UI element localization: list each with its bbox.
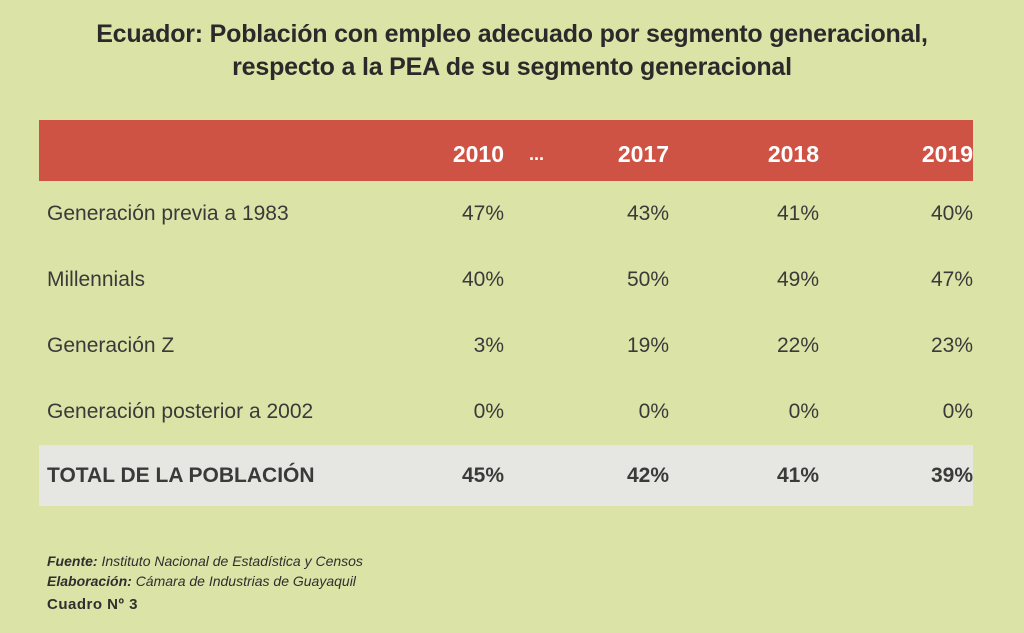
table-cell: [504, 313, 569, 379]
table-cell: 0%: [788, 400, 819, 423]
table-cell: 23%: [930, 334, 973, 357]
total-cell: 42%: [626, 463, 669, 487]
total-cell: 39%: [930, 463, 973, 487]
column-header: 2019: [921, 141, 973, 167]
header-label-cell: [39, 120, 374, 181]
table-cell: 0%: [638, 400, 669, 423]
row-label: Millennials: [47, 268, 146, 291]
column-header: 2010: [452, 141, 504, 167]
column-header: 2018: [767, 141, 819, 167]
row-label: Generación posterior a 2002: [47, 400, 314, 423]
table-cell: 0%: [942, 400, 973, 423]
table-cell: 0%: [473, 400, 504, 423]
table-row: Generación Z 3% 19% 22% 23%: [39, 313, 973, 379]
column-header-ellipsis: ...: [528, 144, 544, 164]
total-label: TOTAL DE LA POBLACIÓN: [47, 463, 315, 487]
title-line-1: Ecuador: Población con empleo adecuado p…: [96, 20, 928, 48]
header-row: 2010 ... 2017 2018 2019: [39, 120, 973, 181]
table-cell: [504, 181, 569, 247]
table-cell: 49%: [776, 268, 819, 291]
table-cell: 41%: [776, 202, 819, 225]
table-cell: [504, 247, 569, 313]
title-line-2: respecto a la PEA de su segmento generac…: [232, 53, 792, 81]
table-cell: 19%: [626, 334, 669, 357]
row-label: Generación previa a 1983: [47, 202, 289, 225]
table-cell: [504, 379, 569, 445]
total-row: TOTAL DE LA POBLACIÓN 45% 42% 41% 39%: [39, 445, 973, 506]
table-row: Generación previa a 1983 47% 43% 41% 40%: [39, 181, 973, 247]
table-row: Millennials 40% 50% 49% 47%: [39, 247, 973, 313]
chart-title: Ecuador: Población con empleo adecuado p…: [0, 18, 1024, 84]
source-footer: Fuente: Instituto Nacional de Estadístic…: [47, 551, 363, 615]
data-table: 2010 ... 2017 2018 2019 Generación previ…: [39, 120, 973, 506]
table-cell: 40%: [930, 202, 973, 225]
total-cell: 41%: [776, 463, 819, 487]
table-cell: 47%: [930, 268, 973, 291]
table-cell: 47%: [461, 202, 504, 225]
total-cell: [504, 445, 569, 506]
elaboration-text: Cámara de Industrias de Guayaquil: [135, 573, 356, 589]
table-cell: 40%: [461, 268, 504, 291]
total-cell: 45%: [461, 463, 504, 487]
elaboration-label: Elaboración:: [47, 573, 132, 589]
table-row: Generación posterior a 2002 0% 0% 0% 0%: [39, 379, 973, 445]
table-cell: 22%: [776, 334, 819, 357]
table-cell: 50%: [626, 268, 669, 291]
table-number: Cuadro Nº 3: [47, 596, 138, 613]
source-text: Instituto Nacional de Estadística y Cens…: [101, 553, 363, 569]
column-header: 2017: [617, 141, 669, 167]
source-line: Fuente: Instituto Nacional de Estadístic…: [47, 551, 363, 571]
source-label: Fuente:: [47, 553, 98, 569]
table-cell: 3%: [473, 334, 504, 357]
table-cell: 43%: [626, 202, 669, 225]
row-label: Generación Z: [47, 334, 175, 357]
elaboration-line: Elaboración: Cámara de Industrias de Gua…: [47, 571, 363, 591]
